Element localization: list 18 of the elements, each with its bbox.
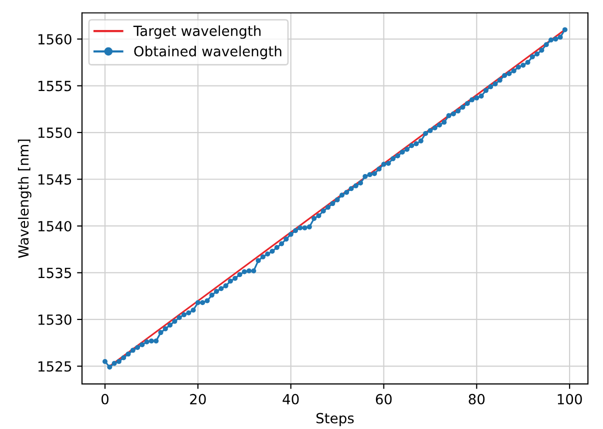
y-tick-label: 1550 xyxy=(38,127,72,138)
x-tick-label: 100 xyxy=(558,394,582,404)
x-tick-label: 80 xyxy=(468,394,485,404)
y-tick-label: 1530 xyxy=(38,314,72,325)
y-tick-label: 1545 xyxy=(38,174,72,185)
legend-label: Obtained wavelength xyxy=(134,46,282,60)
y-axis-title: Wavelength [nm] xyxy=(18,140,32,258)
x-tick-label: 40 xyxy=(282,394,299,404)
x-axis-title: Steps xyxy=(316,412,354,426)
legend-label: Target wavelength xyxy=(133,25,261,39)
x-tick-label: 20 xyxy=(190,394,206,404)
x-tick-label: 60 xyxy=(376,394,392,404)
y-tick-label: 1535 xyxy=(38,268,72,278)
y-tick-label: 1555 xyxy=(38,80,72,92)
y-tick-label: 1540 xyxy=(38,220,72,232)
x-tick-label: 0 xyxy=(102,394,108,404)
y-tick-label: 1560 xyxy=(38,34,72,45)
y-tick-label: 1525 xyxy=(38,361,72,372)
